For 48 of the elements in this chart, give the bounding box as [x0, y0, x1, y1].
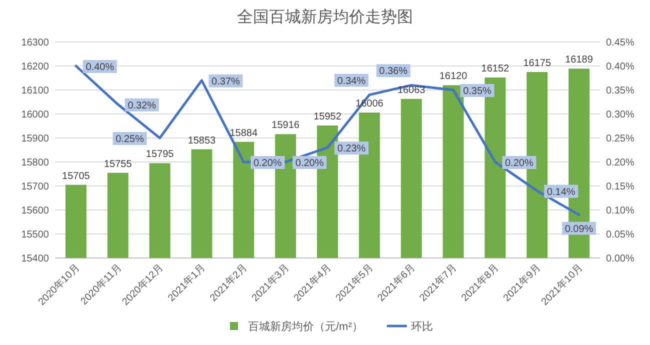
y2-tick-label: 0.05%	[606, 230, 634, 240]
y2-tick-label: 0.00%	[606, 254, 634, 264]
data-label: 15795	[146, 149, 174, 160]
data-label: 15755	[104, 158, 132, 170]
y-tick-label: 16300	[21, 38, 50, 48]
y2-tick-label: 0.45%	[606, 38, 634, 48]
data-label: 0.35%	[463, 86, 492, 97]
y-tick-label: 15800	[21, 158, 50, 168]
data-label: 0.32%	[128, 100, 156, 112]
data-label: 0.09%	[564, 224, 594, 235]
y-tick-label: 16100	[21, 86, 50, 96]
y2-tick-label: 0.35%	[606, 86, 634, 96]
y2-tick-label: 0.30%	[606, 110, 634, 120]
data-label: 16189	[565, 54, 594, 66]
data-label: 15705	[62, 170, 90, 182]
y-tick-label: 15700	[21, 182, 50, 192]
data-label: 0.37%	[212, 76, 240, 88]
data-label: 0.36%	[379, 66, 408, 78]
data-label: 15952	[314, 112, 342, 123]
data-label: 0.20%	[295, 158, 324, 169]
y-tick-label: 15400	[21, 254, 50, 264]
y2-tick-label: 0.10%	[606, 206, 634, 216]
y-tick-label: 16000	[21, 110, 50, 120]
y2-tick-label: 0.25%	[606, 134, 634, 144]
data-label: 16120	[439, 71, 468, 82]
legend-label: 环比	[410, 320, 433, 333]
y2-tick-label: 0.20%	[606, 158, 634, 168]
y-tick-label: 15600	[21, 206, 50, 216]
data-label: 16063	[397, 84, 426, 96]
data-label: 16175	[523, 58, 552, 69]
data-label: 0.34%	[337, 76, 366, 87]
data-label: 0.23%	[337, 144, 366, 155]
data-label: 0.20%	[253, 158, 282, 169]
data-label: 15853	[188, 135, 216, 146]
data-label: 15916	[272, 120, 300, 132]
data-label: 0.14%	[546, 186, 576, 198]
y2-tick-label: 0.15%	[606, 182, 634, 192]
data-label: 0.20%	[505, 158, 534, 169]
chart-title: 全国百城新房均价走势图	[237, 8, 413, 26]
data-label: 15884	[230, 128, 258, 139]
data-label: 16152	[481, 64, 510, 75]
y-tick-label: 15900	[21, 134, 50, 144]
data-label: 0.40%	[86, 62, 114, 73]
legend-label: 百城新房均价（元/m²）	[248, 320, 363, 333]
y-tick-label: 16200	[21, 62, 50, 72]
data-label: 0.25%	[116, 134, 144, 145]
y2-tick-label: 0.40%	[606, 62, 634, 72]
y-tick-label: 15500	[21, 230, 50, 240]
